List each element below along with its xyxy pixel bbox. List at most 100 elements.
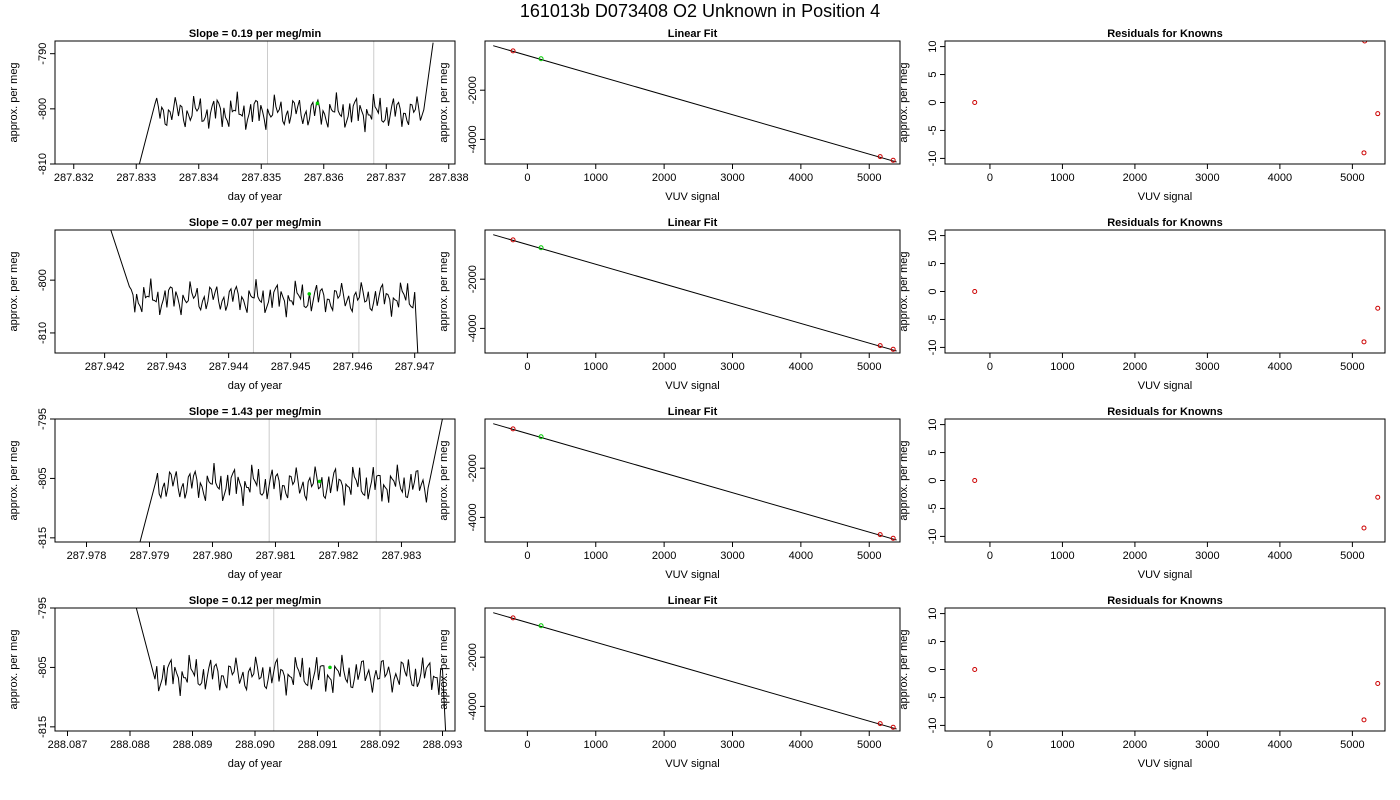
x-tick-label: 288.090 <box>235 739 275 751</box>
panel-title: Residuals for Knowns <box>1107 595 1223 607</box>
y-axis-label: approx. per meg <box>438 251 450 331</box>
y-tick-label: -10 <box>927 150 939 166</box>
x-tick-label: 287.978 <box>67 550 107 562</box>
x-tick-label: 0 <box>524 739 530 751</box>
known-point <box>877 343 883 349</box>
y-tick-label: -795 <box>37 597 49 619</box>
panel-linear-fit-3: Linear Fit 0 1000 2000 3000 4000 5000 -4000 -200… <box>438 595 901 770</box>
plot-frame <box>54 607 456 732</box>
fit-line <box>493 612 897 730</box>
known-point <box>877 532 883 538</box>
panel-title: Slope = 0.19 per meg/min <box>189 28 322 40</box>
y-tick-label: 5 <box>927 260 939 266</box>
x-axis-label: VUV signal <box>665 758 719 770</box>
unknown-point <box>538 245 544 251</box>
fit-line <box>493 423 897 541</box>
x-tick-label: 5000 <box>857 739 881 751</box>
known-point <box>510 237 516 243</box>
residual-point <box>1361 525 1367 531</box>
y-tick-label: -4000 <box>467 503 479 531</box>
x-axis-label: VUV signal <box>1138 569 1192 581</box>
x-tick-label: 2000 <box>1123 172 1147 184</box>
panel-linear-fit-1: Linear Fit 0 1000 2000 3000 4000 5000 -4000 -200… <box>438 217 901 392</box>
y-tick-label: 0 <box>927 477 939 483</box>
x-axis-label: VUV signal <box>665 380 719 392</box>
y-tick-label: -795 <box>37 408 49 430</box>
y-tick-label: -5 <box>927 504 939 514</box>
y-tick-label: 10 <box>927 229 939 241</box>
residual-point <box>972 289 978 294</box>
panel-title: Linear Fit <box>668 217 718 229</box>
plot-area <box>493 45 897 163</box>
panel-title: Residuals for Knowns <box>1107 406 1223 418</box>
y-tick-label: 5 <box>927 638 939 644</box>
x-tick-label: 2000 <box>652 550 676 562</box>
y-axis-label: approx. per meg <box>438 629 450 709</box>
known-point <box>890 157 896 163</box>
panel-residuals-3: Residuals for Knowns 0 1000 2000 3000 4000 500… <box>898 595 1386 770</box>
y-axis-label: approx. per meg <box>8 62 20 142</box>
plot-area <box>972 478 1381 531</box>
x-tick-label: 0 <box>987 172 993 184</box>
x-axis-label: VUV signal <box>665 191 719 203</box>
unknown-marker <box>307 292 312 296</box>
y-tick-label: -800 <box>37 269 49 291</box>
panel-trace-3: Slope = 0.12 per meg/min 288.087 288.088 28… <box>8 595 462 770</box>
y-tick-label: -810 <box>37 153 49 175</box>
plot-area <box>138 41 434 164</box>
y-tick-label: 5 <box>927 449 939 455</box>
residual-point <box>1361 150 1367 156</box>
unknown-point <box>538 56 544 62</box>
x-tick-label: 1000 <box>584 361 608 373</box>
y-tick-label: 5 <box>927 71 939 77</box>
y-tick-label: 0 <box>927 99 939 105</box>
x-tick-label: 2000 <box>1123 550 1147 562</box>
x-tick-label: 3000 <box>1195 739 1219 751</box>
x-tick-label: 287.837 <box>366 172 406 184</box>
panel-title: Linear Fit <box>668 28 718 40</box>
plot-area <box>493 423 897 541</box>
y-axis-label: approx. per meg <box>438 62 450 142</box>
x-axis-label: VUV signal <box>1138 380 1192 392</box>
x-tick-label: 288.089 <box>173 739 213 751</box>
y-tick-label: 0 <box>927 666 939 672</box>
residual-point <box>972 667 978 672</box>
x-tick-label: 287.833 <box>116 172 156 184</box>
x-tick-label: 288.091 <box>298 739 338 751</box>
plot-area <box>972 41 1381 156</box>
plot-frame <box>944 607 1386 732</box>
x-tick-label: 0 <box>987 550 993 562</box>
plot-frame <box>944 229 1386 354</box>
residual-point <box>1375 494 1381 500</box>
y-tick-label: -10 <box>927 717 939 733</box>
y-tick-label: -810 <box>37 322 49 344</box>
x-axis-label: day of year <box>228 569 283 581</box>
x-tick-label: 3000 <box>720 739 744 751</box>
y-axis-label: approx. per meg <box>8 440 20 520</box>
y-tick-label: -2000 <box>467 76 479 104</box>
x-tick-label: 5000 <box>857 172 881 184</box>
y-tick-label: 10 <box>927 40 939 52</box>
panel-title: Slope = 0.12 per meg/min <box>189 595 322 607</box>
unknown-marker <box>315 101 320 106</box>
panel-title: Linear Fit <box>668 406 718 418</box>
x-tick-label: 2000 <box>1123 739 1147 751</box>
y-tick-label: -4000 <box>467 314 479 342</box>
residual-point <box>1361 717 1367 723</box>
x-axis-label: VUV signal <box>1138 191 1192 203</box>
plot-frame <box>484 418 901 543</box>
x-tick-label: 3000 <box>720 550 744 562</box>
x-axis-label: day of year <box>228 191 283 203</box>
y-tick-label: 10 <box>927 607 939 619</box>
plot-area <box>972 667 1381 723</box>
x-tick-label: 5000 <box>1340 550 1364 562</box>
x-tick-label: 288.093 <box>423 739 463 751</box>
plot-frame <box>484 40 901 165</box>
y-tick-label: -5 <box>927 126 939 136</box>
x-tick-label: 1000 <box>1050 172 1074 184</box>
x-tick-label: 287.946 <box>333 361 373 373</box>
y-axis-label: approx. per meg <box>8 629 20 709</box>
x-tick-label: 1000 <box>584 550 608 562</box>
x-tick-label: 3000 <box>1195 361 1219 373</box>
